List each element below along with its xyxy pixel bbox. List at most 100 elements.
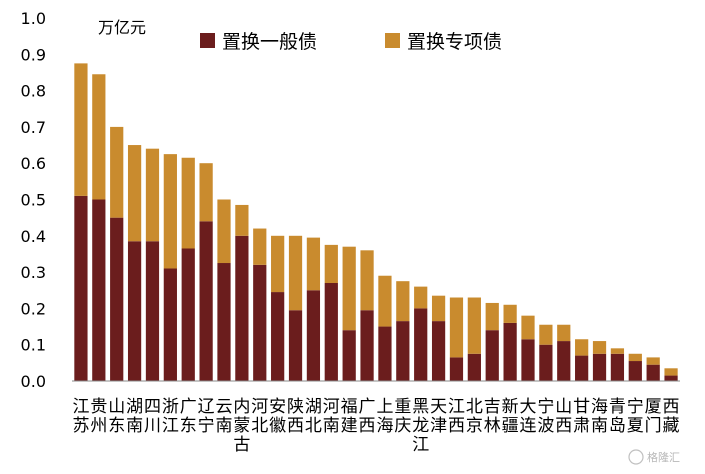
bar-special-bond — [235, 204, 249, 236]
bar-special-bond — [199, 163, 213, 222]
x-category-label: 宁夏 — [627, 397, 644, 436]
y-tick-label: 1.0 — [21, 9, 46, 28]
x-category-label: 宁波 — [537, 397, 554, 436]
x-category-label: 河北 — [251, 397, 268, 436]
x-category-label: 湖北 — [305, 397, 322, 436]
bar-special-bond — [414, 286, 428, 309]
y-tick-label: 0.3 — [21, 263, 46, 282]
legend-swatch-special-bond — [385, 33, 400, 48]
bar-special-bond — [271, 235, 285, 293]
bar-special-bond — [592, 341, 607, 354]
bar-general-bond — [485, 330, 499, 381]
watermark: 格隆汇 — [628, 449, 680, 465]
bar-general-bond — [74, 195, 88, 381]
y-tick-label: 0.1 — [21, 336, 46, 355]
x-category-label: 海南 — [591, 397, 608, 436]
bar-general-bond — [396, 321, 410, 381]
x-category-label: 山东 — [108, 397, 125, 436]
legend: 置换一般债 置换专项债 — [200, 31, 502, 53]
bar-special-bond — [610, 348, 625, 354]
x-category-label: 福建 — [341, 397, 358, 436]
y-tick-label: 0.0 — [21, 372, 46, 391]
bar-special-bond — [324, 244, 338, 283]
x-category-label: 广西 — [359, 397, 376, 436]
bar-general-bond — [610, 353, 625, 381]
bar-special-bond — [431, 295, 446, 322]
y-tick-label: 0.2 — [21, 299, 46, 318]
bar-general-bond — [253, 264, 267, 381]
bar-general-bond — [360, 310, 374, 381]
x-category-label: 甘肃 — [573, 397, 590, 436]
bar-special-bond — [539, 324, 553, 345]
bar-general-bond — [324, 282, 338, 381]
bar-special-bond — [360, 250, 374, 311]
bar-general-bond — [539, 344, 553, 381]
x-category-label: 北京 — [466, 397, 483, 436]
x-category-label: 云南 — [216, 397, 233, 436]
bar-special-bond — [306, 237, 321, 291]
bar-special-bond — [646, 357, 660, 365]
bar-general-bond — [199, 221, 213, 381]
bar-special-bond — [557, 324, 571, 342]
bar-general-bond — [503, 322, 517, 381]
x-category-label: 四川 — [144, 397, 161, 436]
x-category-label: 天津 — [430, 397, 447, 436]
unit-label: 万亿元 — [98, 18, 146, 37]
legend-label-general-bond: 置换一般债 — [222, 31, 317, 53]
bar-special-bond — [378, 275, 392, 327]
bar-special-bond — [288, 235, 303, 311]
bar-special-bond — [485, 302, 499, 331]
y-tick-label: 0.8 — [21, 82, 46, 101]
bar-general-bond — [306, 290, 321, 381]
bar-special-bond — [467, 297, 481, 354]
x-category-label: 大连 — [520, 397, 537, 436]
bar-special-bond — [145, 148, 160, 242]
y-tick-label: 0.7 — [21, 118, 46, 137]
x-category-label: 陕西 — [287, 397, 304, 436]
x-category-label: 浙江 — [162, 397, 179, 436]
x-category-label: 安徽 — [269, 397, 286, 436]
y-tick-label: 0.6 — [21, 154, 46, 173]
bar-special-bond — [449, 297, 464, 358]
watermark-logo-icon — [628, 449, 644, 465]
bar-special-bond — [396, 281, 410, 322]
x-category-label: 青岛 — [609, 397, 626, 436]
x-category-label: 山西 — [555, 397, 572, 436]
x-category-label: 河南 — [323, 397, 340, 436]
bar-general-bond — [127, 241, 142, 381]
bar-special-bond — [521, 315, 535, 340]
x-category-label: 上海 — [376, 397, 393, 436]
bar-series — [74, 63, 678, 381]
y-tick-label: 0.9 — [21, 45, 46, 64]
bar-general-bond — [217, 263, 231, 381]
x-category-label: 江苏 — [72, 397, 89, 436]
bar-general-bond — [664, 375, 678, 381]
bar-general-bond — [431, 321, 446, 381]
bar-general-bond — [110, 217, 124, 381]
x-category-label: 内蒙古 — [233, 397, 250, 455]
x-category-label: 厦门 — [645, 397, 662, 436]
bar-general-bond — [163, 268, 177, 381]
bar-general-bond — [342, 330, 356, 381]
x-category-label: 西藏 — [663, 397, 680, 436]
x-category-label: 贵州 — [90, 397, 107, 436]
x-category-label: 黑龙江 — [412, 397, 429, 455]
bar-special-bond — [181, 157, 195, 249]
legend-label-special-bond: 置换专项债 — [407, 31, 502, 53]
x-axis-category-labels: 江苏贵州山东湖南四川浙江广东辽宁云南内蒙古河北安徽陕西湖北河南福建广西上海重庆黑… — [72, 397, 679, 455]
bar-general-bond — [592, 353, 607, 381]
x-category-label: 湖南 — [126, 397, 143, 436]
bar-special-bond — [127, 145, 142, 242]
bar-special-bond — [628, 353, 642, 362]
x-category-label: 广东 — [180, 397, 197, 436]
bar-special-bond — [92, 74, 106, 200]
bar-general-bond — [92, 199, 106, 381]
y-tick-label: 0.4 — [21, 227, 46, 246]
bar-special-bond — [110, 126, 124, 218]
bar-general-bond — [467, 353, 481, 381]
bar-general-bond — [575, 355, 589, 381]
bar-general-bond — [414, 308, 428, 381]
bar-general-bond — [449, 357, 464, 381]
bar-general-bond — [145, 241, 160, 381]
bar-special-bond — [503, 304, 517, 323]
